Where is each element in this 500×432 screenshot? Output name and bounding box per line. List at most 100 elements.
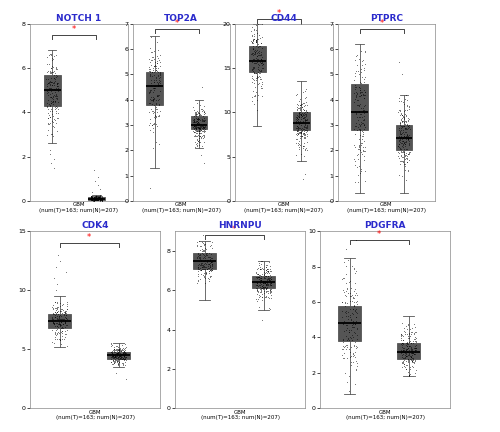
- Point: [56, 302, 64, 309]
- Point: [360, 121, 368, 128]
- Point: [91, 195, 99, 202]
- Point: [94, 194, 102, 200]
- Point: [297, 119, 305, 126]
- Point: [298, 125, 306, 132]
- Point: [196, 242, 203, 249]
- Point: [50, 97, 58, 104]
- PathPatch shape: [88, 197, 105, 200]
- Point: [257, 83, 265, 89]
- Point: [350, 76, 358, 83]
- Point: [402, 139, 409, 146]
- Point: [398, 352, 406, 359]
- Point: [152, 113, 160, 120]
- Point: [114, 346, 122, 353]
- Point: [300, 140, 308, 146]
- Point: [252, 297, 260, 304]
- Point: [267, 282, 275, 289]
- Point: [110, 357, 118, 364]
- Point: [46, 93, 54, 100]
- Point: [150, 94, 158, 101]
- Point: [258, 80, 266, 87]
- Point: [266, 286, 274, 293]
- Point: [98, 197, 106, 204]
- Point: [295, 114, 303, 121]
- Point: [298, 127, 306, 134]
- Point: [267, 295, 275, 302]
- Point: [261, 283, 269, 290]
- Point: [395, 106, 403, 113]
- Point: [397, 117, 405, 124]
- Point: [264, 272, 272, 279]
- Point: [250, 47, 258, 54]
- Point: [90, 193, 98, 200]
- Point: [192, 122, 200, 129]
- Point: [254, 270, 262, 277]
- Point: [248, 27, 256, 34]
- Point: [119, 349, 127, 356]
- Point: [398, 157, 406, 164]
- Point: [120, 350, 128, 357]
- Point: [202, 250, 209, 257]
- Point: [107, 340, 115, 347]
- Point: [396, 146, 404, 153]
- Point: [258, 78, 266, 85]
- Point: [292, 152, 300, 159]
- Point: [258, 54, 266, 60]
- Point: [54, 308, 62, 315]
- Point: [198, 83, 206, 90]
- Point: [153, 109, 161, 116]
- Point: [350, 329, 358, 336]
- Point: [400, 140, 407, 147]
- Point: [396, 144, 404, 151]
- Point: [264, 280, 272, 287]
- Point: [358, 114, 366, 121]
- Point: [45, 121, 53, 127]
- Point: [90, 194, 98, 201]
- Point: [199, 240, 207, 247]
- Point: [47, 100, 55, 107]
- Point: [148, 73, 156, 80]
- Point: [59, 316, 67, 323]
- Point: [202, 270, 210, 277]
- Point: [404, 329, 412, 336]
- Point: [198, 272, 206, 279]
- Point: [357, 105, 365, 112]
- Point: [192, 121, 200, 128]
- Point: [192, 136, 200, 143]
- Point: [89, 197, 97, 204]
- Point: [296, 119, 304, 126]
- Point: [408, 354, 416, 361]
- Point: [118, 355, 126, 362]
- Point: [155, 91, 163, 98]
- Point: [404, 136, 412, 143]
- Point: [95, 194, 103, 200]
- Point: [355, 83, 363, 90]
- Point: [360, 116, 368, 123]
- Point: [360, 92, 368, 98]
- Point: [264, 267, 272, 274]
- Point: [292, 92, 300, 98]
- Point: [94, 194, 102, 201]
- Point: [120, 347, 128, 354]
- Point: [261, 280, 269, 286]
- Point: [156, 79, 164, 86]
- Point: [400, 360, 408, 367]
- Point: [56, 307, 64, 314]
- Point: [258, 285, 266, 292]
- Point: [250, 51, 258, 57]
- Point: [352, 318, 360, 325]
- Point: [196, 251, 204, 257]
- Text: *: *: [72, 25, 76, 34]
- Point: [152, 74, 160, 81]
- Point: [196, 138, 203, 145]
- Point: [264, 293, 272, 300]
- Point: [190, 125, 198, 132]
- Point: [352, 114, 360, 121]
- Point: [87, 195, 95, 202]
- Point: [122, 349, 130, 356]
- Point: [354, 102, 362, 108]
- Point: [348, 263, 356, 270]
- Point: [114, 346, 122, 353]
- Point: [295, 112, 303, 119]
- Point: [254, 61, 262, 68]
